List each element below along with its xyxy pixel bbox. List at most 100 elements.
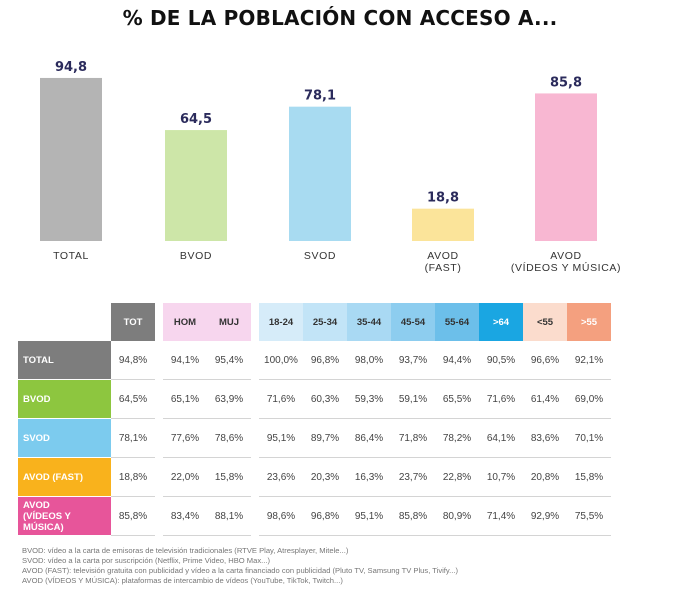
table-cell: 65,5% — [435, 380, 479, 419]
table-cell: 71,6% — [479, 380, 523, 419]
chart-title: % DE LA POBLACIÓN CON ACCESO A... — [122, 6, 558, 30]
table-cell: 95,1% — [347, 497, 391, 536]
table-cell: 98,6% — [259, 497, 303, 536]
column-header: <55 — [523, 303, 567, 341]
bar-avod-v-deos-y-m-sica- — [535, 93, 597, 241]
bar-value-label: 78,1 — [304, 89, 336, 104]
table-cell: 64,1% — [479, 419, 523, 458]
table-cell: 94,4% — [435, 341, 479, 380]
column-header: 25-34 — [303, 303, 347, 341]
column-header: MUJ — [207, 303, 251, 341]
column-header: 45-54 — [391, 303, 435, 341]
column-gap — [155, 303, 163, 341]
column-gap — [155, 419, 163, 458]
column-gap — [155, 458, 163, 497]
table-header-row: TOT HOM MUJ 18-24 25-34 35-44 45-54 55-64 >64 <55… — [18, 303, 611, 341]
table-cell: 71,6% — [259, 380, 303, 419]
table-cell: 63,9% — [207, 380, 251, 419]
table-cell: 20,8% — [523, 458, 567, 497]
table-cell: 22,8% — [435, 458, 479, 497]
table-cell: 71,8% — [391, 419, 435, 458]
table-cell: 64,5% — [111, 380, 155, 419]
table-cell: 65,1% — [163, 380, 207, 419]
table-cell: 60,3% — [303, 380, 347, 419]
table-cell: 95,4% — [207, 341, 251, 380]
table-cell: 83,4% — [163, 497, 207, 536]
bar-category-label: TOTAL — [53, 250, 89, 262]
table-cell: 94,1% — [163, 341, 207, 380]
table-row: AVOD (FAST) 18,8% 22,0% 15,8% 23,6% 20,3% 16,3… — [18, 458, 611, 497]
data-table: TOT HOM MUJ 18-24 25-34 35-44 45-54 55-64 >64 <55… — [18, 303, 611, 536]
table-cell: 83,6% — [523, 419, 567, 458]
footnote-line: BVOD: vídeo a la carta de emisoras de te… — [22, 546, 349, 555]
table-cell: 80,9% — [435, 497, 479, 536]
table-cell: 15,8% — [207, 458, 251, 497]
table-cell: 59,1% — [391, 380, 435, 419]
table-corner — [18, 303, 111, 341]
table-cell: 23,6% — [259, 458, 303, 497]
table-cell: 15,8% — [567, 458, 611, 497]
column-header: 35-44 — [347, 303, 391, 341]
table-cell: 71,4% — [479, 497, 523, 536]
table-cell: 85,8% — [111, 497, 155, 536]
table-row: BVOD 64,5% 65,1% 63,9% 71,6% 60,3% 59,3% 59,1% 6… — [18, 380, 611, 419]
table-cell: 95,1% — [259, 419, 303, 458]
column-header: HOM — [163, 303, 207, 341]
bar-category-label: AVOD — [427, 250, 458, 262]
table-cell: 69,0% — [567, 380, 611, 419]
row-header: TOTAL — [18, 341, 111, 380]
table-cell: 23,7% — [391, 458, 435, 497]
bar-category-label: AVOD — [550, 250, 581, 262]
table-cell: 86,4% — [347, 419, 391, 458]
bar-category-label: SVOD — [304, 250, 336, 262]
table-cell: 92,9% — [523, 497, 567, 536]
column-header: TOT — [111, 303, 155, 341]
column-gap — [251, 303, 259, 341]
table-cell: 98,0% — [347, 341, 391, 380]
table-cell: 18,8% — [111, 458, 155, 497]
table-cell: 100,0% — [259, 341, 303, 380]
bar-value-label: 94,8 — [55, 60, 87, 75]
table-cell: 10,7% — [479, 458, 523, 497]
table-row: SVOD 78,1% 77,6% 78,6% 95,1% 89,7% 86,4% 71,8% 7… — [18, 419, 611, 458]
table-cell: 16,3% — [347, 458, 391, 497]
table-row: AVOD (VÍDEOS Y MÚSICA) 85,8% 83,4% 88,1% 98,6%… — [18, 497, 611, 536]
table-cell: 75,5% — [567, 497, 611, 536]
table-cell: 96,8% — [303, 497, 347, 536]
column-gap — [155, 341, 163, 380]
table-cell: 78,1% — [111, 419, 155, 458]
column-gap — [251, 419, 259, 458]
footnote-line: SVOD: vídeo a la carta por suscripción (… — [22, 556, 271, 565]
table-cell: 78,2% — [435, 419, 479, 458]
table-cell: 78,6% — [207, 419, 251, 458]
table-cell: 90,5% — [479, 341, 523, 380]
footnotes: BVOD: vídeo a la carta de emisoras de te… — [22, 546, 662, 586]
table-cell: 22,0% — [163, 458, 207, 497]
row-header: SVOD — [18, 419, 111, 458]
bar-bvod — [165, 130, 227, 241]
table-cell: 93,7% — [391, 341, 435, 380]
bar-value-label: 18,8 — [427, 191, 459, 206]
row-header: AVOD (FAST) — [18, 458, 111, 497]
column-gap — [251, 341, 259, 380]
table-cell: 70,1% — [567, 419, 611, 458]
column-gap — [251, 458, 259, 497]
bar-value-label: 64,5 — [180, 112, 212, 127]
table-row: TOTAL 94,8% 94,1% 95,4% 100,0% 96,8% 98,0% 93,7… — [18, 341, 611, 380]
table-cell: 61,4% — [523, 380, 567, 419]
table-cell: 92,1% — [567, 341, 611, 380]
table-cell: 20,3% — [303, 458, 347, 497]
table-cell: 89,7% — [303, 419, 347, 458]
table-cell: 88,1% — [207, 497, 251, 536]
column-header: 55-64 — [435, 303, 479, 341]
bar-value-label: 85,8 — [550, 75, 582, 90]
bar-avod-fast- — [412, 208, 474, 241]
bar-svod — [289, 106, 351, 241]
table-cell: 96,8% — [303, 341, 347, 380]
bar-category-label: BVOD — [180, 250, 212, 262]
table-cell: 77,6% — [163, 419, 207, 458]
bar-category-label: (FAST) — [425, 262, 462, 274]
column-gap — [155, 380, 163, 419]
column-header: 18-24 — [259, 303, 303, 341]
table-cell: 94,8% — [111, 341, 155, 380]
